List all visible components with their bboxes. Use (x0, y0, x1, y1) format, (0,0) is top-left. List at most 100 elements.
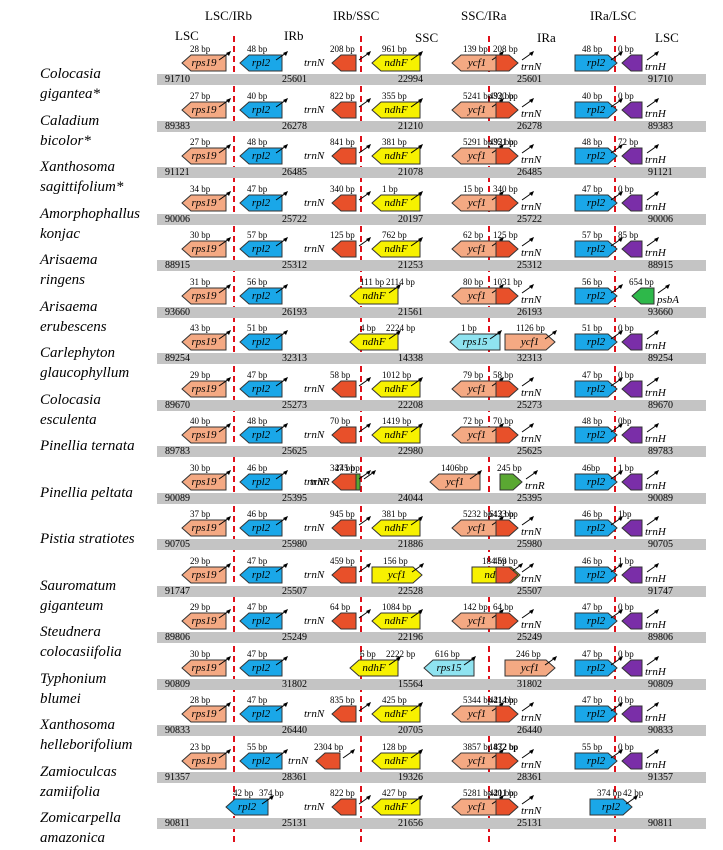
trnn-right-gene (495, 287, 519, 304)
trnn-left-gene (331, 566, 357, 583)
bp-label: 0bp (618, 416, 632, 426)
ndhf-left-shape (371, 798, 421, 816)
ndhf-left-label: ndhF (362, 289, 386, 302)
region-lsc-left: LSC (175, 28, 199, 43)
trnn-left-gene (331, 612, 357, 630)
region-length: 25395 (282, 492, 307, 504)
bp-arrow (218, 560, 232, 572)
region-length: 26440 (282, 725, 307, 736)
bp-arrow (218, 234, 232, 247)
region-length: 25273 (517, 399, 542, 411)
ndhf-left-label: ndhF (384, 429, 408, 441)
genome-bar (157, 399, 706, 411)
trnh-left-shape (621, 705, 643, 723)
trnh-left-shape (621, 380, 643, 397)
rps19-left-label: rps19 (191, 382, 217, 395)
bp-label: 2304 bp (314, 741, 344, 752)
bp-arrow (610, 281, 624, 293)
bp-label: 58 bp (493, 369, 514, 380)
trnh-left-shape (621, 54, 643, 72)
genome-bar (157, 120, 706, 132)
trnh-left-gene (621, 473, 643, 490)
rps15-left-gene: rps15 (449, 333, 501, 351)
ycf1-left-gene: ycf1 (451, 287, 503, 304)
bp-label: 822 bp (330, 788, 355, 798)
rpl2-right-gene: rpl2 (574, 380, 618, 397)
ndhf-left-shape (371, 752, 421, 769)
region-length: 88915 (648, 260, 673, 271)
rps19-left-gene: rps19 (181, 566, 227, 583)
trnh-left-name: trnH (645, 340, 666, 352)
trnn-left-name: trnN (304, 615, 325, 627)
rps19-left-label: rps19 (191, 475, 217, 488)
ycf1-left-gene: ycf1 (451, 194, 503, 211)
region-length: 90833 (648, 725, 673, 736)
bp-label: 46 bp (247, 462, 268, 473)
bp-arrow (358, 467, 372, 479)
bp-arrow (610, 420, 624, 433)
bp-label: 27 bp (190, 137, 211, 147)
region-irb: IRb (284, 28, 304, 43)
bp-arrow (358, 141, 372, 154)
bp-label: 125 bp (493, 230, 518, 240)
genome-bar (157, 213, 706, 225)
bp-arrow (410, 513, 424, 526)
ycf1-left-shape (451, 240, 503, 258)
bp-arrow (521, 48, 535, 61)
bp-arrow (610, 699, 624, 712)
trnh-left-gene (621, 194, 643, 211)
bp-label: 1 bp (382, 183, 398, 194)
bp-arrow (521, 281, 535, 293)
rps19-left-gene: rps19 (181, 752, 227, 769)
bp-label: 5232 bp (463, 509, 493, 519)
bp-arrow (521, 699, 535, 712)
rps19-left-shape (181, 659, 227, 676)
boundary-line-irb-ssc (360, 36, 362, 842)
bp-arrow (358, 560, 372, 572)
region-length: 25980 (282, 539, 307, 550)
rps19-left-label: rps19 (191, 568, 217, 581)
rpl2-left-gene: rpl2 (239, 287, 283, 304)
bp-arrow (410, 141, 424, 154)
trnh-left-gene (621, 240, 643, 258)
bp-arrow (261, 792, 275, 805)
rps19-left-gene: rps19 (181, 287, 227, 304)
bp-label: 459 bp (330, 555, 355, 566)
bp-arrow (610, 327, 624, 340)
rpl2-left-shape (239, 54, 283, 72)
ycf1-right-shape (371, 566, 423, 583)
rps19-left-shape (181, 519, 227, 537)
bp-arrow (610, 560, 624, 572)
trnr-right-gene (499, 473, 523, 490)
bp-label: 1 bp (461, 323, 477, 333)
rpl2-left-shape (225, 798, 269, 816)
rpl2-left-label: rpl2 (251, 103, 271, 116)
trnn-right-shape (495, 380, 519, 397)
bp-label: 55 bp (582, 741, 603, 752)
species-name: Carlephyton (40, 345, 115, 361)
ndhf-left-shape (371, 519, 421, 537)
bp-arrow (610, 234, 624, 247)
bp-arrow (410, 792, 424, 805)
bp-arrow (218, 699, 232, 712)
region-length: 26440 (517, 725, 542, 736)
region-length: 21210 (398, 120, 423, 132)
species-name: Arisaema (40, 298, 98, 315)
rpl2-right-shape (574, 612, 618, 630)
trnn-left-shape (331, 798, 357, 816)
bp-label-secondary: 2114 bp (386, 276, 415, 287)
ndhf-left-gene: ndhF (371, 612, 421, 630)
bp-label: 432 bp (493, 741, 518, 752)
region-length: 25625 (517, 446, 542, 457)
bp-label-secondary: 612 bp (489, 509, 514, 519)
rps19-left-gene: rps19 (181, 147, 227, 165)
bp-arrow (646, 188, 660, 200)
rps15-left-shape (423, 659, 475, 676)
region-length: 24044 (398, 492, 423, 504)
rpl2-left-shape (239, 101, 283, 118)
rpl2-right-gene: rpl2 (574, 659, 618, 676)
trnn-left-gene (315, 752, 341, 769)
region-length: 91357 (165, 771, 190, 783)
bp-arrow (410, 188, 424, 200)
